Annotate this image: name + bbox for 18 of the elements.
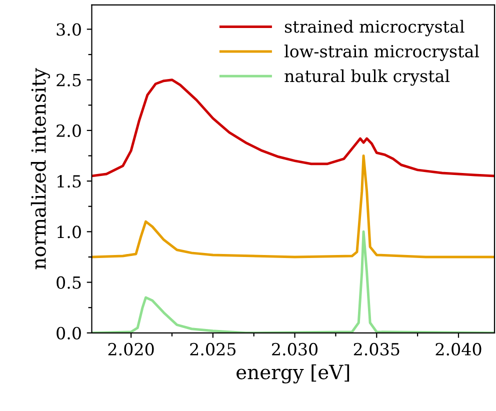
y-tick-label: 0.5 xyxy=(56,276,81,289)
y-tick-label: 2.5 xyxy=(56,74,81,86)
x-tick-label: 2.030 xyxy=(272,342,318,356)
legend-label: natural bulk crystal xyxy=(284,69,450,86)
y-tick-label: 3.0 xyxy=(56,23,81,36)
x-tick-label: 2.025 xyxy=(190,342,236,356)
legend-label: strained microcrystal xyxy=(284,20,464,36)
y-tick-label: 0.0 xyxy=(56,326,81,340)
x-tick-label: 2.035 xyxy=(354,342,400,356)
x-tick-label: 2.020 xyxy=(108,342,154,356)
y-tick-label: 1.5 xyxy=(58,175,81,188)
x-axis-title: energy [eV] xyxy=(236,364,350,384)
y-tick-label: 2.0 xyxy=(56,124,81,138)
line-series xyxy=(92,154,495,258)
y-tick-label: 1.0 xyxy=(58,226,81,238)
x-tick-label: 2.040 xyxy=(436,342,482,356)
y-axis-title: normalized intensity xyxy=(30,68,50,270)
legend-label: low-strain microcrystal xyxy=(284,44,480,61)
